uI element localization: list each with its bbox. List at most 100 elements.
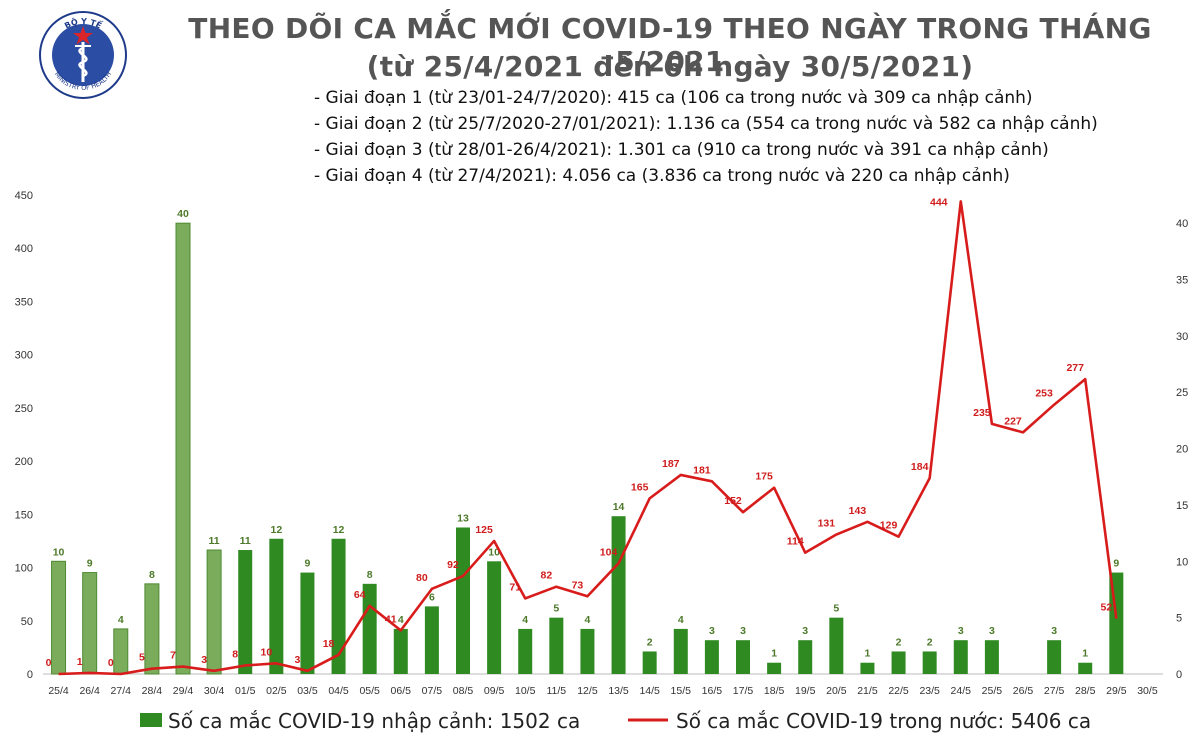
line-point-label: 3 [201, 654, 207, 666]
x-tick-label: 30/4 [204, 685, 225, 697]
bar-value-label: 2 [896, 636, 902, 648]
x-tick-label: 25/4 [48, 685, 69, 697]
x-tick-label: 11/5 [546, 685, 566, 697]
line-point-label: 18 [323, 638, 335, 650]
bar [580, 628, 595, 674]
x-tick-label: 21/5 [857, 685, 878, 697]
x-tick-label: 18/5 [764, 685, 785, 697]
bar [1078, 662, 1093, 674]
y-left-tick-label: 250 [15, 403, 33, 415]
bar [736, 640, 750, 674]
logo-text-top: BỘ Y TẾ [63, 16, 105, 30]
line-point-label: 125 [475, 524, 493, 536]
line-point-label: 277 [1066, 362, 1084, 374]
line-point-label: 7 [170, 650, 176, 662]
line-point-label: 71 [509, 581, 521, 593]
bar [331, 538, 346, 674]
bar [456, 527, 470, 674]
line-point-label: 444 [930, 196, 948, 208]
x-tick-label: 07/5 [422, 685, 443, 697]
bar [269, 538, 284, 674]
line-point-label: 143 [849, 505, 867, 517]
bar-value-label: 1 [865, 648, 871, 660]
line-point-label: 8 [232, 648, 238, 660]
bar-value-label: 3 [989, 625, 995, 637]
bar-value-label: 4 [522, 614, 528, 626]
bar-value-label: 4 [118, 614, 124, 626]
bar-value-label: 1 [771, 648, 777, 660]
line-point-label: 181 [693, 464, 711, 476]
x-tick-label: 19/5 [795, 685, 816, 697]
bar [984, 640, 999, 674]
bar-value-label: 12 [333, 524, 345, 536]
bar [206, 549, 222, 675]
line-point-label: 41 [385, 613, 397, 625]
bar [175, 222, 191, 675]
y-right-tick-label: 35 [1176, 275, 1188, 287]
bar [144, 583, 160, 675]
bar [798, 640, 813, 674]
bar-value-label: 8 [367, 569, 373, 581]
bar-value-label: 1 [1082, 648, 1088, 660]
bar-value-label: 10 [488, 546, 500, 558]
y-right-tick-label: 0 [1176, 669, 1182, 681]
svg-text:BỘ Y TẾ: BỘ Y TẾ [63, 16, 105, 30]
x-tick-label: 01/5 [235, 685, 256, 697]
phase-note-4: - Giai đoạn 4 (từ 27/4/2021): 4.056 ca (… [314, 166, 1010, 186]
phase-note-2: - Giai đoạn 2 (từ 25/7/2020-27/01/2021):… [314, 114, 1098, 134]
line-point-label: 5 [139, 652, 145, 664]
bar-value-label: 4 [398, 614, 404, 626]
x-tick-label: 24/5 [951, 685, 972, 697]
x-tick-label: 05/5 [359, 685, 380, 697]
legend-label-imported: Số ca mắc COVID-19 nhập cảnh: 1502 ca [168, 709, 580, 733]
bar [953, 640, 968, 674]
line-point-label: 131 [818, 518, 836, 530]
x-tick-label: 27/5 [1044, 685, 1065, 697]
phase-note-1: - Giai đoạn 1 (từ 23/01-24/7/2020): 415 … [314, 88, 1033, 108]
bar-value-label: 2 [927, 636, 933, 648]
x-tick-label: 13/5 [608, 685, 629, 697]
y-right-tick-label: 15 [1176, 500, 1188, 512]
x-tick-label: 28/4 [142, 685, 163, 697]
line-point-label: 129 [880, 520, 898, 532]
line-point-label: 175 [755, 471, 773, 483]
x-tick-label: 12/5 [577, 685, 598, 697]
bar [767, 662, 782, 674]
domestic-cases-line [58, 200, 1118, 676]
ministry-of-health-logo: BỘ Y TẾ MINISTRY OF HEALTH [39, 11, 127, 99]
bar [238, 550, 253, 674]
line-point-label: 92 [447, 559, 459, 571]
line-point-label: 187 [662, 458, 680, 470]
bar-value-label: 5 [553, 603, 559, 615]
chart-legend: Số ca mắc COVID-19 nhập cảnh: 1502 ca Số… [140, 709, 1091, 733]
y-left-tick-label: 150 [15, 509, 33, 521]
bar [393, 628, 408, 674]
line-point-label: 165 [631, 481, 649, 493]
phase-note-3: - Giai đoạn 3 (từ 28/01-26/4/2021): 1.30… [314, 140, 1049, 160]
line-point-label: 80 [416, 572, 428, 584]
bar-value-label: 6 [429, 591, 435, 603]
bar-value-label: 14 [613, 501, 625, 513]
chart-title: THEO DÕI CA MẮC MỚI COVID-19 THEO NGÀY T… [188, 12, 1152, 78]
bar [860, 662, 875, 674]
y-left-tick-label: 450 [15, 190, 33, 202]
y-right-tick-label: 25 [1176, 387, 1188, 399]
chart-subtitle: (từ 25/4/2021 đến 6h ngày 30/5/2021) [366, 50, 974, 83]
x-tick-label: 15/5 [671, 685, 692, 697]
bar [518, 628, 533, 674]
x-tick-label: 10/5 [515, 685, 536, 697]
bar-value-label: 40 [177, 208, 189, 220]
x-tick-label: 28/5 [1075, 685, 1096, 697]
y-left-tick-label: 400 [15, 243, 33, 255]
line-point-label: 10 [260, 646, 272, 658]
x-tick-label: 14/5 [639, 685, 660, 697]
y-right-tick-label: 20 [1176, 444, 1188, 456]
x-tick-label: 06/5 [391, 685, 412, 697]
bar-value-label: 3 [740, 625, 746, 637]
x-tick-label: 27/4 [111, 685, 132, 697]
bar-value-label: 10 [53, 546, 65, 558]
x-tick-label: 16/5 [702, 685, 723, 697]
bar-value-label: 8 [149, 569, 155, 581]
line-point-label: 0 [46, 657, 52, 669]
